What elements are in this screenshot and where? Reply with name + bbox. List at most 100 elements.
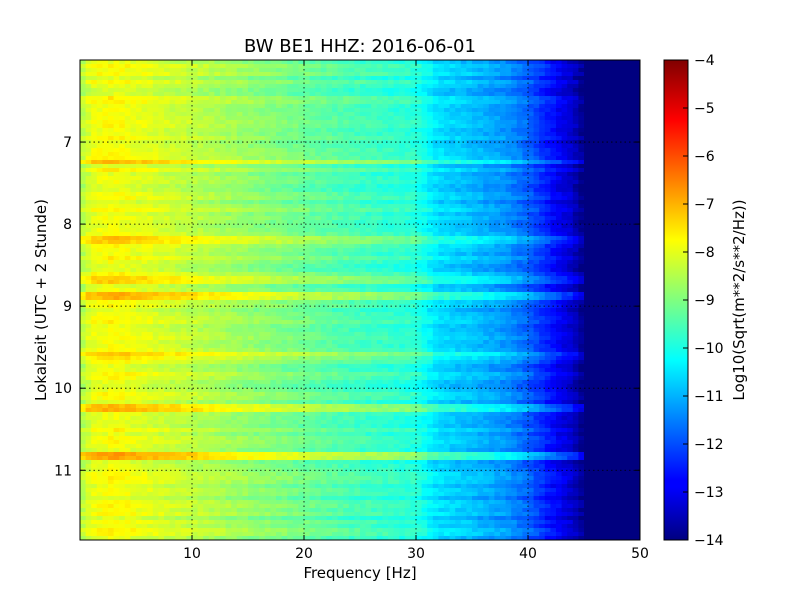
- heatmap-cell: [96, 164, 103, 169]
- heatmap-cell: [108, 128, 115, 133]
- heatmap-cell: [516, 232, 523, 237]
- heatmap-cell: [354, 96, 361, 101]
- heatmap-cell: [96, 64, 103, 69]
- heatmap-cell: [522, 84, 529, 89]
- heatmap-cell: [225, 172, 232, 177]
- heatmap-cell: [253, 216, 260, 221]
- heatmap-cell: [628, 144, 635, 149]
- heatmap-cell: [556, 252, 563, 257]
- heatmap-cell: [354, 204, 361, 209]
- heatmap-cell: [354, 112, 361, 117]
- heatmap-cell: [337, 136, 344, 141]
- heatmap-cell: [320, 148, 327, 153]
- heatmap-cell: [388, 80, 395, 85]
- heatmap-cell: [208, 108, 215, 113]
- heatmap-cell: [158, 80, 165, 85]
- heatmap-cell: [354, 180, 361, 185]
- heatmap-cell: [214, 248, 221, 253]
- heatmap-cell: [404, 184, 411, 189]
- heatmap-cell: [466, 136, 473, 141]
- heatmap-cell: [421, 120, 428, 125]
- heatmap-cell: [264, 208, 271, 213]
- heatmap-cell: [382, 220, 389, 225]
- heatmap-cell: [231, 192, 238, 197]
- heatmap-cell: [572, 168, 579, 173]
- heatmap-cell: [236, 120, 243, 125]
- heatmap-cell: [175, 220, 182, 225]
- heatmap-cell: [544, 108, 551, 113]
- heatmap-cell: [158, 112, 165, 117]
- heatmap-cell: [180, 116, 187, 121]
- heatmap-cell: [164, 152, 171, 157]
- heatmap-cell: [494, 152, 501, 157]
- heatmap-cell: [449, 252, 456, 257]
- heatmap-cell: [326, 224, 333, 229]
- heatmap-cell: [600, 156, 607, 161]
- heatmap-cell: [231, 148, 238, 153]
- heatmap-cell: [539, 160, 546, 165]
- heatmap-cell: [376, 200, 383, 205]
- heatmap-cell: [152, 64, 159, 69]
- heatmap-cell: [192, 188, 199, 193]
- heatmap-cell: [572, 200, 579, 205]
- heatmap-cell: [472, 172, 479, 177]
- heatmap-cell: [595, 224, 602, 229]
- heatmap-cell: [371, 216, 378, 221]
- heatmap-cell: [248, 244, 255, 249]
- heatmap-cell: [550, 200, 557, 205]
- heatmap-cell: [225, 128, 232, 133]
- heatmap-cell: [444, 164, 451, 169]
- heatmap-cell: [617, 184, 624, 189]
- heatmap-cell: [371, 112, 378, 117]
- heatmap-cell: [270, 68, 277, 73]
- heatmap-cell: [600, 200, 607, 205]
- heatmap-cell: [544, 100, 551, 105]
- heatmap-cell: [102, 132, 109, 137]
- heatmap-cell: [589, 60, 596, 65]
- heatmap-cell: [544, 152, 551, 157]
- heatmap-cell: [472, 252, 479, 257]
- heatmap-cell: [488, 168, 495, 173]
- heatmap-cell: [494, 120, 501, 125]
- heatmap-cell: [578, 104, 585, 109]
- heatmap-cell: [427, 100, 434, 105]
- heatmap-cell: [500, 212, 507, 217]
- heatmap-cell: [169, 64, 176, 69]
- heatmap-cell: [287, 232, 294, 237]
- heatmap-cell: [477, 220, 484, 225]
- heatmap-cell: [276, 96, 283, 101]
- heatmap-cell: [410, 204, 417, 209]
- heatmap-cell: [85, 204, 92, 209]
- heatmap-cell: [544, 68, 551, 73]
- heatmap-cell: [309, 240, 316, 245]
- heatmap-cell: [544, 252, 551, 257]
- heatmap-cell: [556, 176, 563, 181]
- heatmap-cell: [164, 164, 171, 169]
- heatmap-cell: [623, 104, 630, 109]
- heatmap-cell: [292, 216, 299, 221]
- heatmap-cell: [472, 180, 479, 185]
- heatmap-cell: [522, 244, 529, 249]
- heatmap-cell: [203, 156, 210, 161]
- heatmap-cell: [304, 188, 311, 193]
- heatmap-cell: [231, 136, 238, 141]
- heatmap-cell: [539, 88, 546, 93]
- heatmap-cell: [404, 164, 411, 169]
- heatmap-cell: [589, 248, 596, 253]
- heatmap-cell: [236, 200, 243, 205]
- heatmap-cell: [483, 112, 490, 117]
- heatmap-cell: [460, 144, 467, 149]
- heatmap-cell: [612, 184, 619, 189]
- heatmap-cell: [119, 172, 126, 177]
- heatmap-cell: [102, 136, 109, 141]
- heatmap-cell: [332, 64, 339, 69]
- heatmap-cell: [600, 244, 607, 249]
- heatmap-cell: [259, 168, 266, 173]
- heatmap-cell: [304, 120, 311, 125]
- heatmap-cell: [432, 72, 439, 77]
- heatmap-cell: [96, 160, 103, 165]
- heatmap-cell: [175, 172, 182, 177]
- heatmap-cell: [511, 68, 518, 73]
- heatmap-cell: [337, 80, 344, 85]
- heatmap-cell: [147, 140, 154, 145]
